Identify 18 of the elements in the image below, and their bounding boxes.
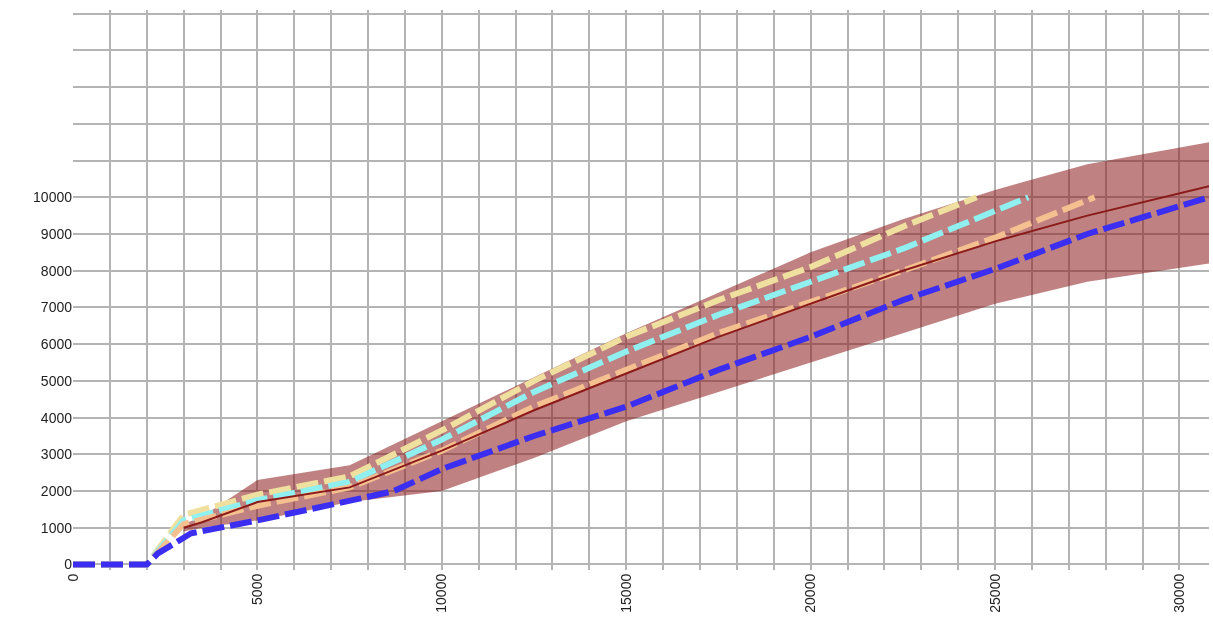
y-tick-label: 7000 xyxy=(40,299,73,316)
y-tick-label: 2000 xyxy=(40,482,73,499)
x-tick-label: 10000 xyxy=(433,573,450,613)
y-tick-label: 5000 xyxy=(40,372,73,389)
x-tick-label: 15000 xyxy=(617,573,634,613)
x-tick-label: 30000 xyxy=(1171,573,1188,613)
y-tick-label: 0 xyxy=(64,556,73,573)
x-tick-label: 25000 xyxy=(986,573,1003,613)
x-tick-label: 20000 xyxy=(802,573,819,613)
x-tick-label: 0 xyxy=(64,573,81,582)
y-tick-label: 4000 xyxy=(40,409,73,426)
x-tick-label: 5000 xyxy=(248,573,265,605)
y-tick-label: 6000 xyxy=(40,336,73,353)
y-tick-label: 1000 xyxy=(40,519,73,536)
y-tick-label: 10000 xyxy=(33,189,73,206)
y-tick-label: 9000 xyxy=(40,225,73,242)
y-tick-label: 8000 xyxy=(40,262,73,279)
y-tick-label: 3000 xyxy=(40,446,73,463)
